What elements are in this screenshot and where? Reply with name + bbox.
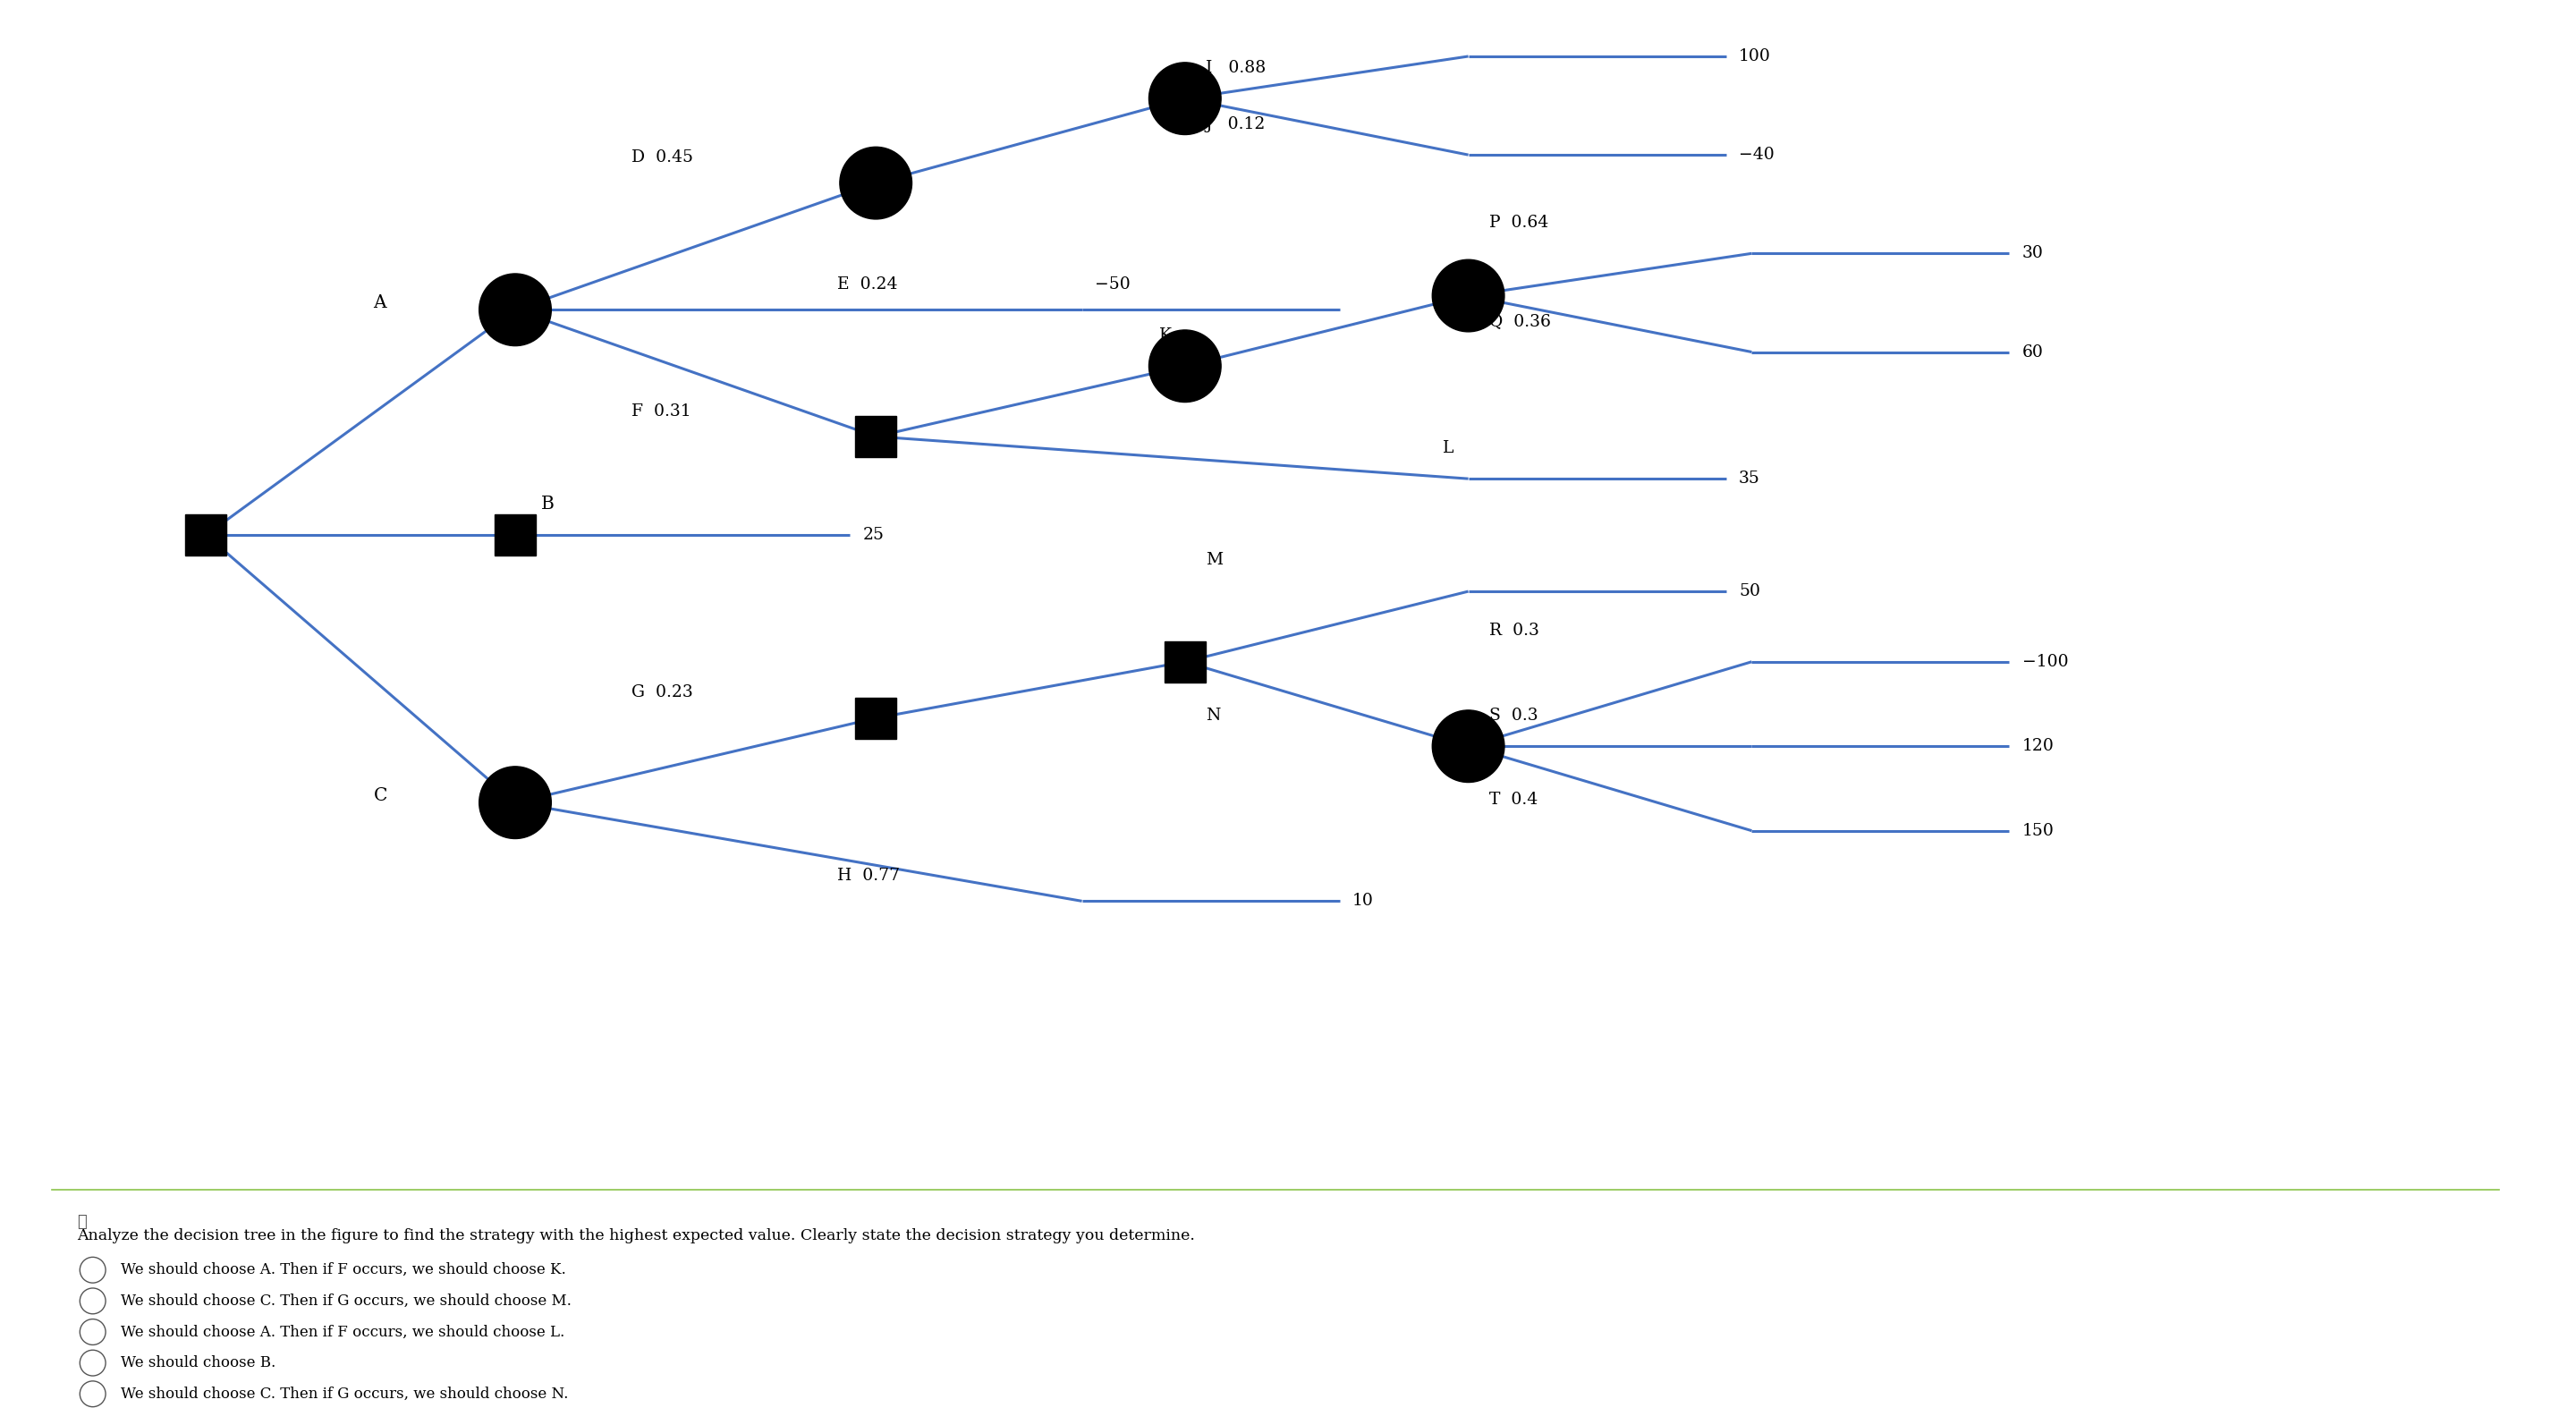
Text: 60: 60 (2022, 344, 2043, 360)
Text: M: M (1206, 552, 1224, 569)
Text: N: N (1206, 707, 1221, 724)
Text: 30: 30 (2022, 245, 2043, 262)
Text: K: K (1159, 327, 1172, 344)
Text: R  0.3: R 0.3 (1489, 622, 1538, 639)
Text: −100: −100 (2022, 653, 2069, 670)
Text: I   0.88: I 0.88 (1206, 59, 1265, 76)
Bar (855, 697, 896, 739)
Ellipse shape (1149, 62, 1221, 135)
Bar (495, 514, 536, 556)
Text: We should choose C. Then if G occurs, we should choose N.: We should choose C. Then if G occurs, we… (121, 1387, 569, 1401)
Text: J   0.12: J 0.12 (1206, 115, 1265, 132)
Text: S  0.3: S 0.3 (1489, 707, 1538, 724)
Text: 120: 120 (2022, 738, 2053, 755)
Text: 35: 35 (1739, 470, 1759, 487)
Ellipse shape (479, 766, 551, 839)
Text: G  0.23: G 0.23 (631, 684, 693, 701)
Text: E  0.24: E 0.24 (837, 276, 896, 293)
Text: D  0.45: D 0.45 (631, 149, 693, 166)
Ellipse shape (1149, 329, 1221, 403)
Ellipse shape (1432, 259, 1504, 332)
Text: Q  0.36: Q 0.36 (1489, 313, 1551, 329)
Bar (855, 415, 896, 458)
Text: We should choose B.: We should choose B. (121, 1356, 276, 1370)
Text: F  0.31: F 0.31 (631, 403, 690, 420)
Text: −50: −50 (1095, 276, 1131, 293)
Text: 50: 50 (1739, 583, 1759, 600)
Text: 10: 10 (1352, 893, 1373, 910)
Ellipse shape (840, 146, 912, 220)
Ellipse shape (479, 273, 551, 346)
Text: −40: −40 (1739, 146, 1775, 163)
Text: P  0.64: P 0.64 (1489, 214, 1548, 231)
Text: 150: 150 (2022, 822, 2053, 839)
Bar (185, 514, 227, 556)
Bar (1164, 641, 1206, 683)
Text: Analyze the decision tree in the figure to find the strategy with the highest ex: Analyze the decision tree in the figure … (77, 1228, 1195, 1243)
Text: B: B (541, 496, 554, 513)
Text: C: C (374, 787, 386, 804)
Ellipse shape (1432, 710, 1504, 783)
Text: We should choose A. Then if F occurs, we should choose K.: We should choose A. Then if F occurs, we… (121, 1263, 567, 1277)
Text: H  0.77: H 0.77 (837, 867, 899, 884)
Text: 100: 100 (1739, 48, 1770, 65)
Text: We should choose C. Then if G occurs, we should choose M.: We should choose C. Then if G occurs, we… (121, 1294, 572, 1308)
Text: L: L (1443, 439, 1453, 456)
Text: We should choose A. Then if F occurs, we should choose L.: We should choose A. Then if F occurs, we… (121, 1325, 564, 1339)
Text: A: A (374, 294, 386, 311)
Text: 25: 25 (863, 527, 884, 543)
Text: ⓘ: ⓘ (77, 1214, 88, 1229)
Text: T  0.4: T 0.4 (1489, 791, 1538, 808)
